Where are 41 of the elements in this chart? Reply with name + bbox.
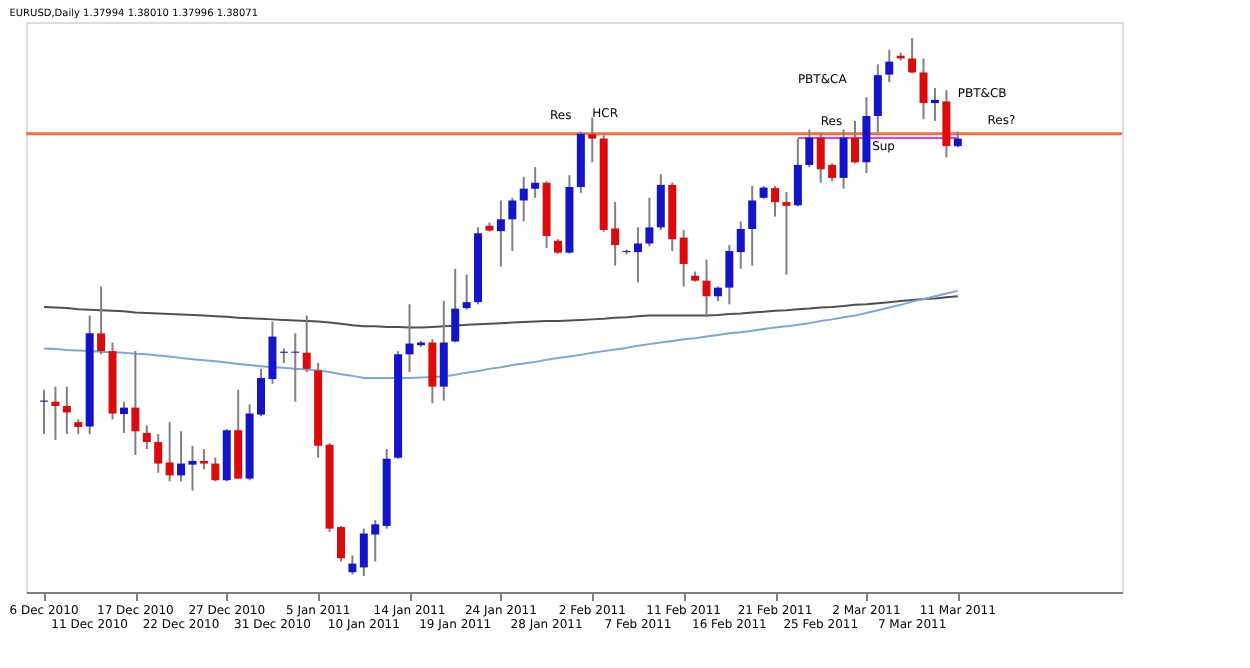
candlestick [508,196,517,253]
candlestick [439,300,448,402]
candlestick [348,554,357,576]
candlestick [462,273,471,311]
candlestick [656,173,665,232]
candlestick [531,166,540,199]
candlestick [588,116,597,164]
candlestick [782,190,791,276]
candlestick [850,119,859,165]
candlestick [496,199,505,268]
candlestick [142,424,151,451]
candlestick [519,175,528,223]
candlestick [862,96,871,175]
candlestick [873,63,882,134]
candlestick [211,456,220,483]
candlestick [62,385,71,435]
candlestick [839,128,848,190]
candlestick [930,87,939,122]
candlestick [199,448,208,471]
candlestick [908,37,917,75]
candlestick [885,48,894,84]
candlestick [645,196,654,248]
candlestick [97,285,106,356]
candlestick [919,57,928,121]
candlestick [771,184,780,218]
candlestick [725,244,734,306]
candlestick [748,184,757,267]
candlestick [679,229,688,288]
candlestick [428,338,437,405]
candlestick [302,314,311,374]
candlestick [165,421,174,483]
candlestick [131,350,140,456]
candlestick [942,89,951,159]
candlestick [119,400,128,434]
candlestick [51,385,60,441]
candlestick [154,432,163,474]
candlestick [451,267,460,344]
candlestick [702,258,711,319]
candlestick [736,220,745,270]
candlestick [793,137,802,208]
candlestick [805,128,814,169]
